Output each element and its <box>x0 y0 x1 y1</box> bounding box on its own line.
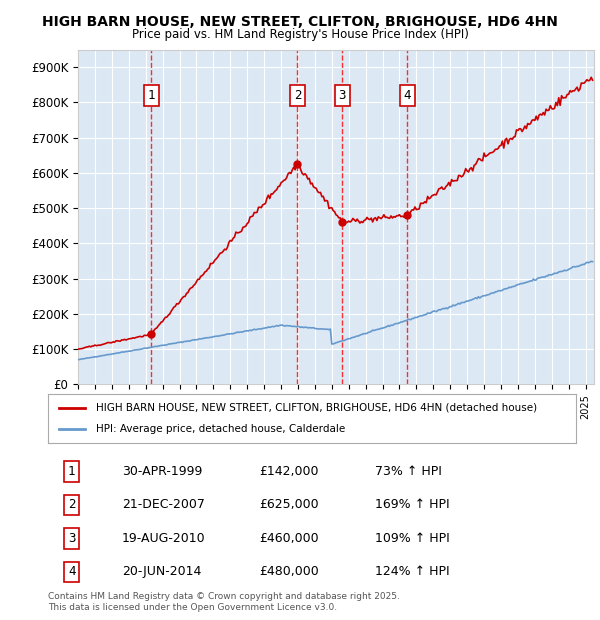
Text: 124% ↑ HPI: 124% ↑ HPI <box>376 565 450 578</box>
Text: 19-AUG-2010: 19-AUG-2010 <box>122 532 206 545</box>
Text: 3: 3 <box>68 532 76 545</box>
Text: 1: 1 <box>68 465 76 478</box>
Text: Price paid vs. HM Land Registry's House Price Index (HPI): Price paid vs. HM Land Registry's House … <box>131 28 469 41</box>
Text: 169% ↑ HPI: 169% ↑ HPI <box>376 498 450 511</box>
Text: 2: 2 <box>68 498 76 511</box>
Text: £460,000: £460,000 <box>259 532 319 545</box>
Text: HIGH BARN HOUSE, NEW STREET, CLIFTON, BRIGHOUSE, HD6 4HN: HIGH BARN HOUSE, NEW STREET, CLIFTON, BR… <box>42 16 558 30</box>
Text: £480,000: £480,000 <box>259 565 319 578</box>
Text: £625,000: £625,000 <box>259 498 319 511</box>
Text: 21-DEC-2007: 21-DEC-2007 <box>122 498 205 511</box>
Text: 4: 4 <box>68 565 76 578</box>
Text: 1: 1 <box>148 89 155 102</box>
Text: 20-JUN-2014: 20-JUN-2014 <box>122 565 201 578</box>
Text: 3: 3 <box>338 89 346 102</box>
Text: 109% ↑ HPI: 109% ↑ HPI <box>376 532 450 545</box>
Text: HIGH BARN HOUSE, NEW STREET, CLIFTON, BRIGHOUSE, HD6 4HN (detached house): HIGH BARN HOUSE, NEW STREET, CLIFTON, BR… <box>95 402 536 412</box>
Text: HPI: Average price, detached house, Calderdale: HPI: Average price, detached house, Cald… <box>95 425 345 435</box>
Text: 4: 4 <box>404 89 411 102</box>
Text: £142,000: £142,000 <box>259 465 319 478</box>
Text: 2: 2 <box>293 89 301 102</box>
Text: Contains HM Land Registry data © Crown copyright and database right 2025.
This d: Contains HM Land Registry data © Crown c… <box>48 592 400 611</box>
Text: 73% ↑ HPI: 73% ↑ HPI <box>376 465 442 478</box>
Text: 30-APR-1999: 30-APR-1999 <box>122 465 202 478</box>
